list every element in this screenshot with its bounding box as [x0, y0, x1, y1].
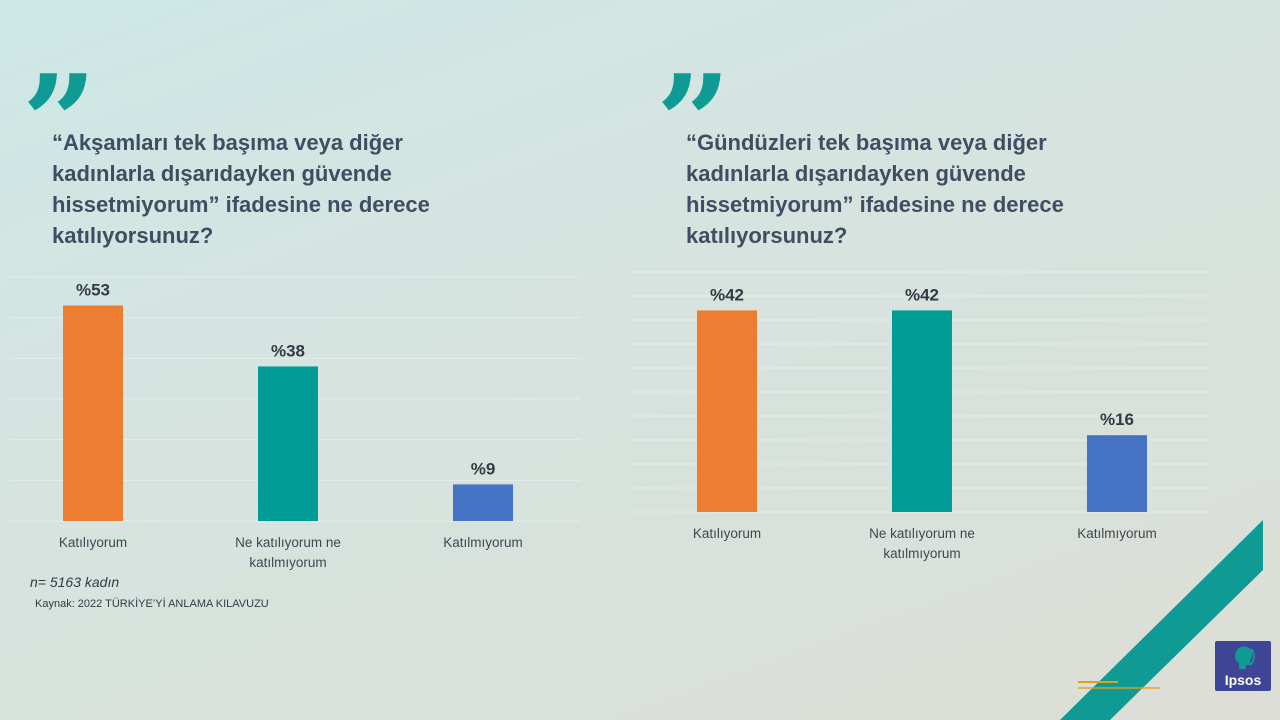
category-label: katılmıyorum: [249, 555, 326, 570]
data-label: %42: [905, 285, 939, 304]
bar-chart-canvas: %42 Katılıyorum %42 Ne katılıyorum ne katılm…: [632, 271, 1212, 561]
data-label: %53: [76, 280, 110, 299]
category-label: Katılıyorum: [693, 526, 761, 541]
category-label: Katılmıyorum: [1077, 526, 1157, 541]
bar: [892, 310, 952, 512]
left-bar-chart: %53 Katılıyorum %38 Ne katılıyorum ne katılm…: [10, 270, 580, 580]
data-label: %42: [710, 285, 744, 304]
right-bar-chart: %42 Katılıyorum %42 Ne katılıyorum ne katılm…: [632, 270, 1212, 580]
teal-ribbon-decoration: [1060, 520, 1263, 720]
data-label: %16: [1100, 410, 1134, 429]
sample-size-note: n= 5163 kadın: [30, 574, 120, 590]
right-quote-icon: ”: [656, 46, 731, 199]
tiny-footnote-mark: [1078, 681, 1160, 689]
bar: [453, 484, 513, 521]
category-label: Ne katılıyorum ne: [869, 526, 975, 541]
left-question-title: “Akşamları tek başıma veya diğer kadınla…: [52, 130, 430, 248]
category-label: Katılmıyorum: [443, 535, 523, 550]
right-question-title: “Gündüzleri tek başıma veya diğer kadınl…: [686, 130, 1064, 248]
category-label: katılmıyorum: [883, 546, 960, 561]
bar-chart-canvas: %53 Katılıyorum %38 Ne katılıyorum ne katılm…: [10, 276, 580, 570]
category-label: Ne katılıyorum ne: [235, 535, 341, 550]
category-label: Katılıyorum: [59, 535, 127, 550]
bar: [63, 305, 123, 521]
ipsos-logo-text: Ipsos: [1224, 672, 1262, 688]
source-note: Kaynak: 2022 TÜRKİYE’Yİ ANLAMA KILAVUZU: [35, 598, 269, 610]
left-quote-icon: ”: [22, 46, 97, 199]
data-label: %38: [271, 341, 305, 360]
bar: [1087, 435, 1147, 512]
ipsos-logo: Ipsos: [1215, 641, 1271, 691]
data-label: %9: [471, 459, 496, 478]
ipsos-head-icon: [1235, 646, 1255, 669]
bar: [697, 310, 757, 512]
bar: [258, 366, 318, 521]
